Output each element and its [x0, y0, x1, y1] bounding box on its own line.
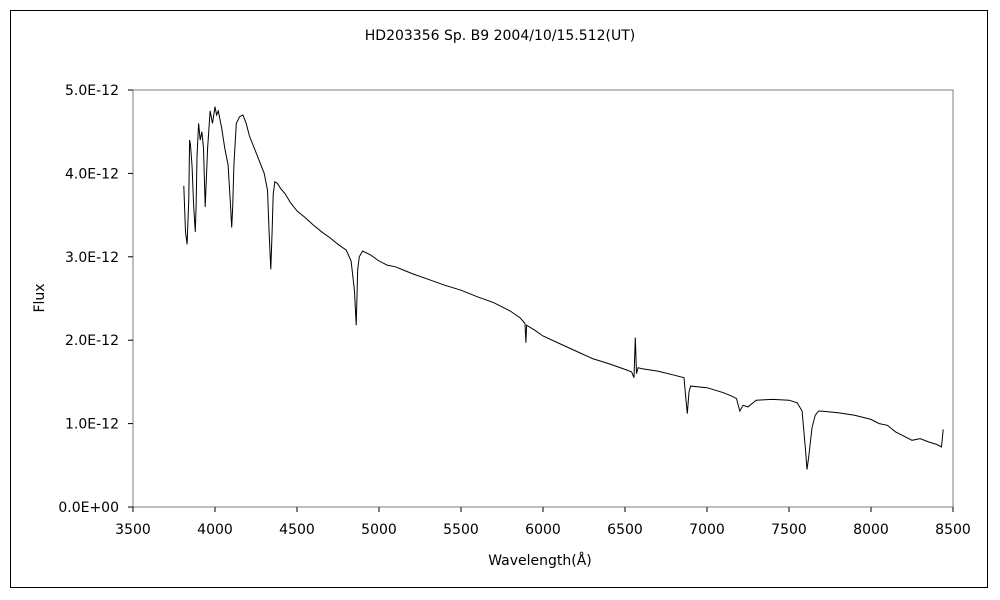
x-tick-label: 4000	[197, 522, 233, 538]
y-tick-label: 4.0E-12	[65, 166, 119, 182]
y-axis-label: Flux	[32, 283, 48, 312]
y-tick-label: 3.0E-12	[65, 250, 119, 266]
y-tick-label: 2.0E-12	[65, 333, 119, 349]
x-tick-label: 4500	[279, 522, 315, 538]
x-tick-label: 8000	[853, 522, 889, 538]
x-tick-label: 8500	[935, 522, 971, 538]
x-tick-label: 3500	[115, 522, 151, 538]
x-tick-label: 6000	[525, 522, 561, 538]
plot-area	[132, 89, 954, 508]
chart-title: HD203356 Sp. B9 2004/10/15.512(UT)	[365, 28, 635, 44]
y-tick-label: 0.0E+00	[58, 500, 119, 516]
y-axis: 0.0E+00 1.0E-12 2.0E-12 3.0E-12 4.0E-12 5.0E-…	[58, 83, 133, 516]
chart-frame	[10, 10, 988, 588]
x-tick-label: 5000	[361, 522, 397, 538]
x-tick-label: 7500	[771, 522, 807, 538]
flux-series-line	[183, 106, 944, 470]
x-tick-label: 6500	[607, 522, 643, 538]
x-axis: 3500 4000 4500 5000 5500 6000 6500 7000 7500 8000…	[115, 507, 971, 538]
x-tick-label: 7000	[689, 522, 725, 538]
x-tick-label: 5500	[443, 522, 479, 538]
y-tick-label: 5.0E-12	[65, 83, 119, 99]
x-axis-label: Wavelength(Å)	[488, 552, 592, 569]
y-tick-label: 1.0E-12	[65, 417, 119, 433]
